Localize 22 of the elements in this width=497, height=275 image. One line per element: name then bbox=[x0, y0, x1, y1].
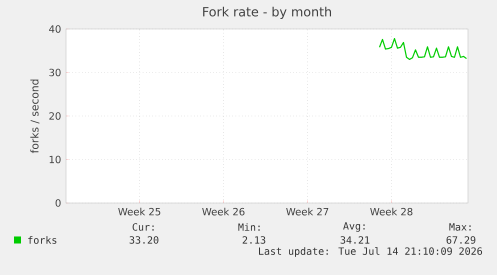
text: Cur: bbox=[132, 223, 154, 231]
y-axis-title: forks / second bbox=[30, 80, 40, 154]
y-tick-label: 0 bbox=[56, 199, 61, 207]
x-tick-label: Week 25 bbox=[118, 208, 160, 216]
y-tick-label: 30 bbox=[49, 68, 61, 76]
text: Max: bbox=[449, 223, 471, 231]
text: 33.20 bbox=[130, 236, 158, 244]
line-series bbox=[378, 38, 468, 60]
x-tick-label: Week 26 bbox=[202, 208, 245, 216]
legend-label: forks bbox=[28, 236, 56, 244]
text: Last update: Tue Jul 14 21:10:09 2026 bbox=[259, 247, 482, 257]
y-tick-label: 10 bbox=[50, 156, 61, 164]
text: 34.21 bbox=[340, 236, 370, 244]
text: Min: bbox=[238, 223, 260, 231]
x-tick-label: Week 28 bbox=[370, 208, 412, 216]
chart-title: Fork rate - by month bbox=[203, 6, 332, 19]
x-tick-label: Week 27 bbox=[286, 208, 328, 216]
y-tick-label: 40 bbox=[49, 25, 61, 33]
y-tick-label: 20 bbox=[49, 112, 61, 120]
text: 67.29 bbox=[446, 236, 476, 244]
text: Avg: bbox=[343, 222, 365, 232]
text: 2.13 bbox=[242, 236, 266, 244]
